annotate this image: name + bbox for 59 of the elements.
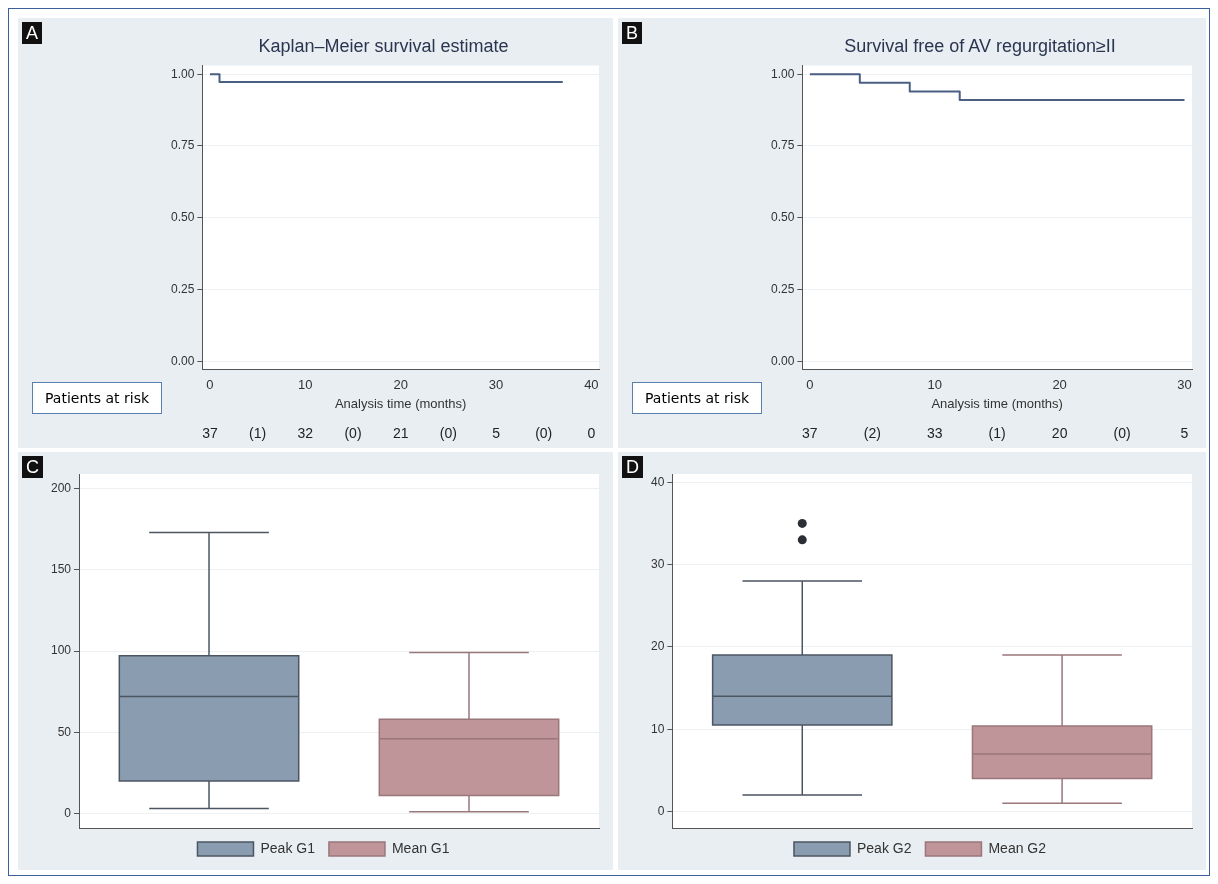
y-tick-label: 40 — [650, 474, 665, 489]
y-tick-label: 0.00 — [771, 353, 795, 368]
y-tick-label: 1.00 — [771, 66, 795, 81]
y-tick-label: 0 — [64, 805, 72, 820]
legend-label: Peak G2 — [856, 839, 912, 856]
legend-label: Mean G2 — [988, 839, 1047, 856]
text: (0) — [439, 424, 457, 441]
x-tick-label: 0 — [806, 377, 814, 393]
legend-label: Mean G1 — [391, 839, 450, 856]
text: (0) — [344, 424, 362, 441]
x-tick-label: 20 — [1052, 377, 1067, 393]
text: C — [22, 456, 43, 478]
text: 37 — [802, 424, 818, 441]
y-tick-label: 20 — [650, 639, 665, 654]
text: (2) — [863, 424, 881, 441]
y-tick-label: 0.25 — [171, 281, 195, 296]
y-tick-label: 200 — [50, 480, 72, 495]
y-tick-label: 10 — [650, 721, 665, 736]
text: (1) — [249, 424, 267, 441]
x-tick-label: 20 — [393, 377, 408, 393]
y-tick-label: 50 — [57, 724, 72, 739]
y-tick-label: 0.25 — [771, 281, 795, 296]
chart-title: Kaplan–Meier survival estimate — [258, 35, 509, 56]
text: 20 — [1051, 424, 1068, 441]
x-tick-label: 10 — [927, 377, 942, 393]
text: D — [622, 456, 643, 478]
text: (1) — [988, 424, 1006, 441]
text: (0) — [535, 424, 553, 441]
text: 5 — [1180, 424, 1189, 441]
y-tick-label: 30 — [650, 556, 665, 571]
x-axis-title: Analysis time (months) — [334, 395, 467, 411]
text: B — [622, 22, 643, 44]
x-tick-label: 10 — [298, 377, 313, 393]
text: A — [22, 22, 43, 44]
x-tick-label: 30 — [488, 377, 504, 393]
y-tick-label: 100 — [50, 643, 72, 658]
y-tick-label: 0.00 — [171, 353, 195, 368]
text: 33 — [926, 424, 943, 441]
y-tick-label: 0.75 — [771, 138, 795, 153]
y-tick-label: 150 — [50, 562, 72, 577]
x-tick-label: 0 — [206, 377, 214, 393]
y-tick-label: 1.00 — [171, 66, 195, 81]
text: 0 — [587, 424, 596, 441]
x-tick-label: 30 — [1177, 377, 1192, 393]
text: Patients at risk — [32, 382, 163, 414]
text: Patients at risk — [632, 382, 763, 414]
y-tick-label: 0.50 — [771, 210, 795, 225]
text: 32 — [297, 424, 314, 441]
text: 21 — [392, 424, 409, 441]
text: (0) — [1113, 424, 1131, 441]
y-tick-label: 0 — [657, 803, 665, 818]
chart-title: Survival free of AV regurgitation≥II — [844, 35, 1116, 56]
y-tick-label: 0.50 — [171, 210, 195, 225]
text: 5 — [492, 424, 501, 441]
y-tick-label: 0.75 — [171, 138, 195, 153]
text: 37 — [202, 424, 218, 441]
x-axis-title: Analysis time (months) — [931, 395, 1063, 411]
legend-label: Peak G1 — [260, 839, 316, 856]
x-tick-label: 40 — [584, 377, 599, 393]
